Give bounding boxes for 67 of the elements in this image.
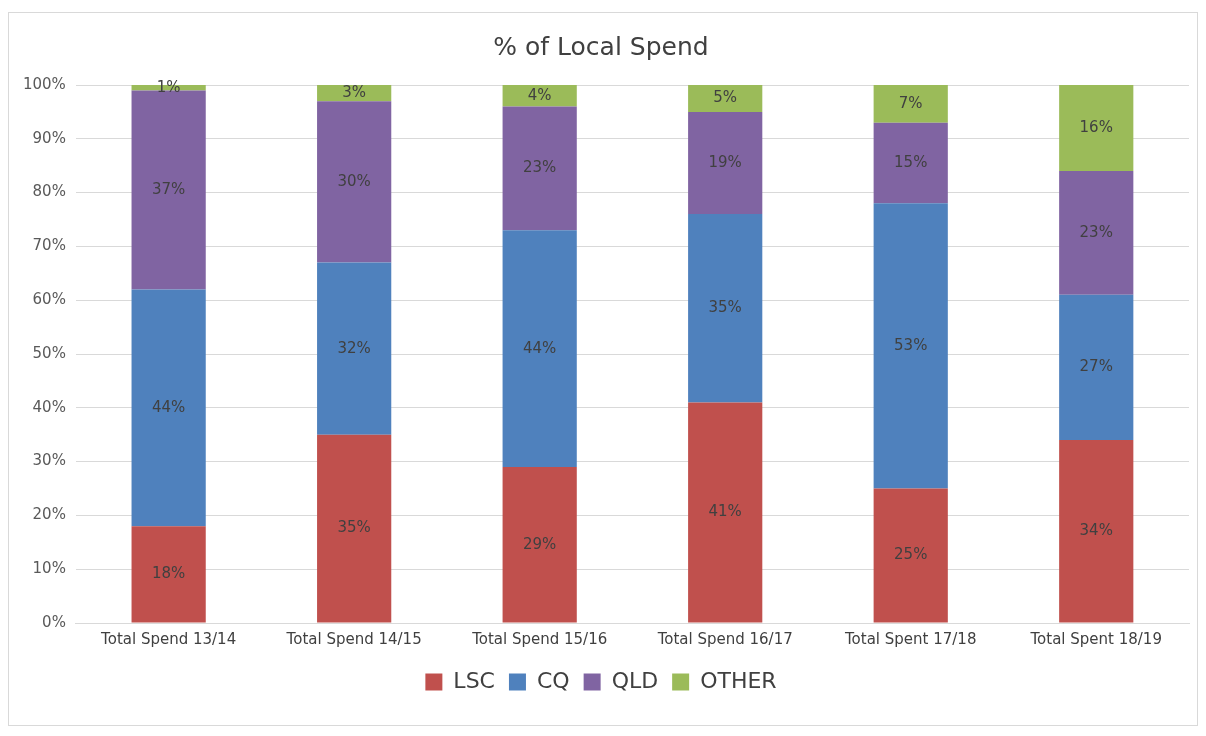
data-label: 7% xyxy=(898,93,923,112)
bar xyxy=(317,101,392,263)
legend-label: QLD xyxy=(611,667,659,693)
x-tick-label: Total Spend 13/14 xyxy=(100,629,237,648)
legend-label: CQ xyxy=(536,667,570,693)
data-label: 34% xyxy=(1079,521,1113,540)
x-tick-label: Total Spend 15/16 xyxy=(471,629,608,648)
x-tick-label: Total Spend 14/15 xyxy=(285,629,422,648)
x-tick-label: Total Spent 17/18 xyxy=(843,629,977,648)
data-label: 35% xyxy=(708,298,742,317)
data-label: 29% xyxy=(523,534,557,553)
bar xyxy=(131,90,206,290)
data-label: 27% xyxy=(1079,357,1113,376)
bar xyxy=(317,262,392,435)
data-label: 32% xyxy=(337,338,371,357)
data-label: 18% xyxy=(151,564,186,583)
data-label: 23% xyxy=(523,158,557,177)
legend-label: LSC xyxy=(453,667,495,693)
bar xyxy=(1059,85,1134,172)
data-label: 3% xyxy=(342,82,367,101)
data-label: 44% xyxy=(523,338,557,357)
bar xyxy=(1059,440,1134,623)
y-tick-label: 20% xyxy=(32,505,66,524)
data-label: 4% xyxy=(527,85,552,104)
data-label: 35% xyxy=(337,518,371,537)
bar xyxy=(502,106,577,231)
x-tick-label: Total Spend 16/17 xyxy=(656,629,793,648)
bar xyxy=(502,230,577,467)
data-label: 23% xyxy=(1079,222,1113,241)
y-tick-label: 30% xyxy=(32,451,66,470)
bar xyxy=(688,402,763,623)
data-label: 44% xyxy=(151,397,186,416)
y-tick-label: 0% xyxy=(42,612,66,631)
data-label: 37% xyxy=(151,179,186,198)
bar xyxy=(688,111,763,215)
data-label: 15% xyxy=(894,152,928,171)
bar xyxy=(1059,294,1134,441)
y-tick-label: 40% xyxy=(32,397,66,416)
bar xyxy=(688,85,763,112)
y-tick-label: 60% xyxy=(32,290,66,309)
bar xyxy=(502,85,577,107)
bar xyxy=(502,466,577,623)
x-tick-label: Total Spent 18/19 xyxy=(1029,629,1162,648)
bar xyxy=(873,488,948,623)
chart-title: % of Local Spend xyxy=(493,31,709,61)
legend-label: OTHER xyxy=(700,667,777,693)
bar xyxy=(131,526,206,623)
bar xyxy=(131,289,206,527)
y-tick-label: 70% xyxy=(32,236,66,255)
bar xyxy=(873,122,948,204)
data-label: 19% xyxy=(708,152,742,171)
y-tick-label: 100% xyxy=(22,74,66,93)
y-tick-label: 80% xyxy=(32,182,66,201)
bar xyxy=(688,214,763,403)
data-label: 16% xyxy=(1079,117,1113,136)
data-label: 5% xyxy=(713,88,738,107)
bar xyxy=(873,85,948,123)
y-tick-label: 50% xyxy=(32,343,66,362)
y-tick-label: 10% xyxy=(32,559,66,578)
y-tick-label: 90% xyxy=(32,128,66,147)
data-label: 53% xyxy=(894,335,928,354)
bar xyxy=(1059,171,1134,295)
bar xyxy=(873,203,948,489)
bar xyxy=(317,434,392,623)
data-label: 41% xyxy=(708,502,742,521)
data-label: 25% xyxy=(894,545,928,564)
data-label: 30% xyxy=(337,171,371,190)
